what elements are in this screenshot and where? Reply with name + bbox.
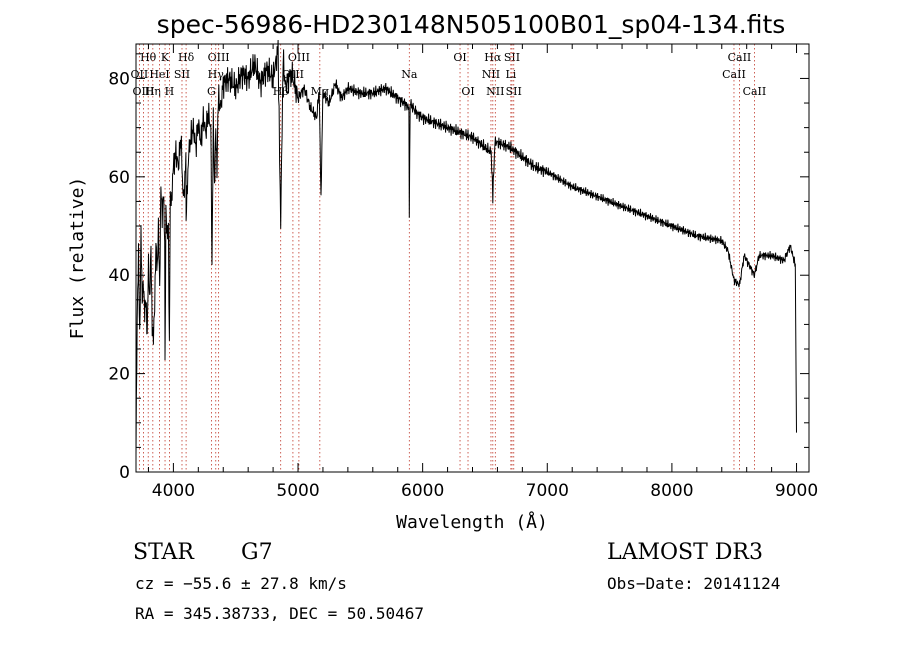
line-marker-label-19: Hα (484, 51, 502, 64)
x-axis: 4000 5000 6000 7000 8000 9000 (147, 44, 818, 501)
object-class: STAR (133, 540, 195, 565)
line-marker-label-26: CaII (722, 68, 746, 81)
y-tick-label-0: 0 (119, 463, 130, 483)
line-marker-label-24: SII (506, 85, 522, 98)
survey-name: LAMOST DR3 (607, 540, 763, 565)
line-marker-label-4: HeI (149, 68, 169, 81)
x-tick-label-2: 6000 (401, 481, 444, 501)
line-marker-label-25: CaII (728, 51, 752, 64)
line-marker-label-17: OI (453, 51, 466, 64)
line-marker-label-14: Hβ (273, 85, 289, 98)
line-marker-label-16: Na (401, 68, 418, 81)
line-marker-label-0: Hθ (140, 51, 157, 64)
line-marker-label-27: CaII (743, 85, 767, 98)
y-tick-label-2: 40 (108, 266, 130, 286)
line-marker-label-12: OIII (288, 51, 310, 64)
spectrum-line (135, 39, 797, 457)
line-marker-label-3: OIII (132, 85, 154, 98)
line-marker-label-6: H (165, 85, 175, 98)
y-axis-label: Flux (relative) (67, 177, 88, 340)
line-marker-label-18: OI (461, 85, 474, 98)
x-tick-label-4: 8000 (650, 481, 693, 501)
y-axis: 0 20 40 60 80 (108, 53, 809, 483)
line-marker-label-15: Mg (311, 85, 329, 98)
x-tick-label-3: 7000 (526, 481, 569, 501)
y-tick-label-4: 80 (108, 69, 130, 89)
plot-frame (135, 43, 810, 473)
spectrum-plot (135, 39, 797, 457)
line-marker-label-7: Hδ (178, 51, 195, 64)
line-marker-label-8: SII (174, 68, 190, 81)
x-tick-label-5: 9000 (775, 481, 818, 501)
y-tick-label-1: 20 (108, 365, 130, 385)
line-marker-label-11: G (207, 85, 216, 98)
spectral-subclass: G7 (241, 540, 273, 565)
line-marker-label-21: NII (486, 85, 504, 98)
line-marker-label-1: Hη (145, 85, 161, 98)
redshift-value: cz = −55.6 ± 27.8 km/s (135, 574, 347, 593)
line-marker-label-5: K (161, 51, 170, 64)
coordinates: RA = 345.38733, DEC = 50.50467 (135, 604, 424, 623)
chart-title: spec-56986-HD230148N505100B01_sp04-134.f… (157, 10, 786, 39)
line-marker-label-22: SII (504, 51, 520, 64)
x-tick-label-1: 5000 (276, 481, 319, 501)
line-marker-label-10: Hγ (208, 68, 225, 81)
line-marker-label-20: NII (482, 68, 500, 81)
observation-date: Obs−Date: 20141124 (607, 574, 780, 593)
line-marker-label-2: OII (131, 68, 149, 81)
y-tick-label-3: 60 (108, 168, 130, 188)
x-axis-label: Wavelength (Å) (396, 511, 548, 533)
line-marker-label-23: Li (505, 68, 516, 81)
x-tick-label-0: 4000 (152, 481, 195, 501)
line-marker-label-9: OIII (208, 51, 230, 64)
